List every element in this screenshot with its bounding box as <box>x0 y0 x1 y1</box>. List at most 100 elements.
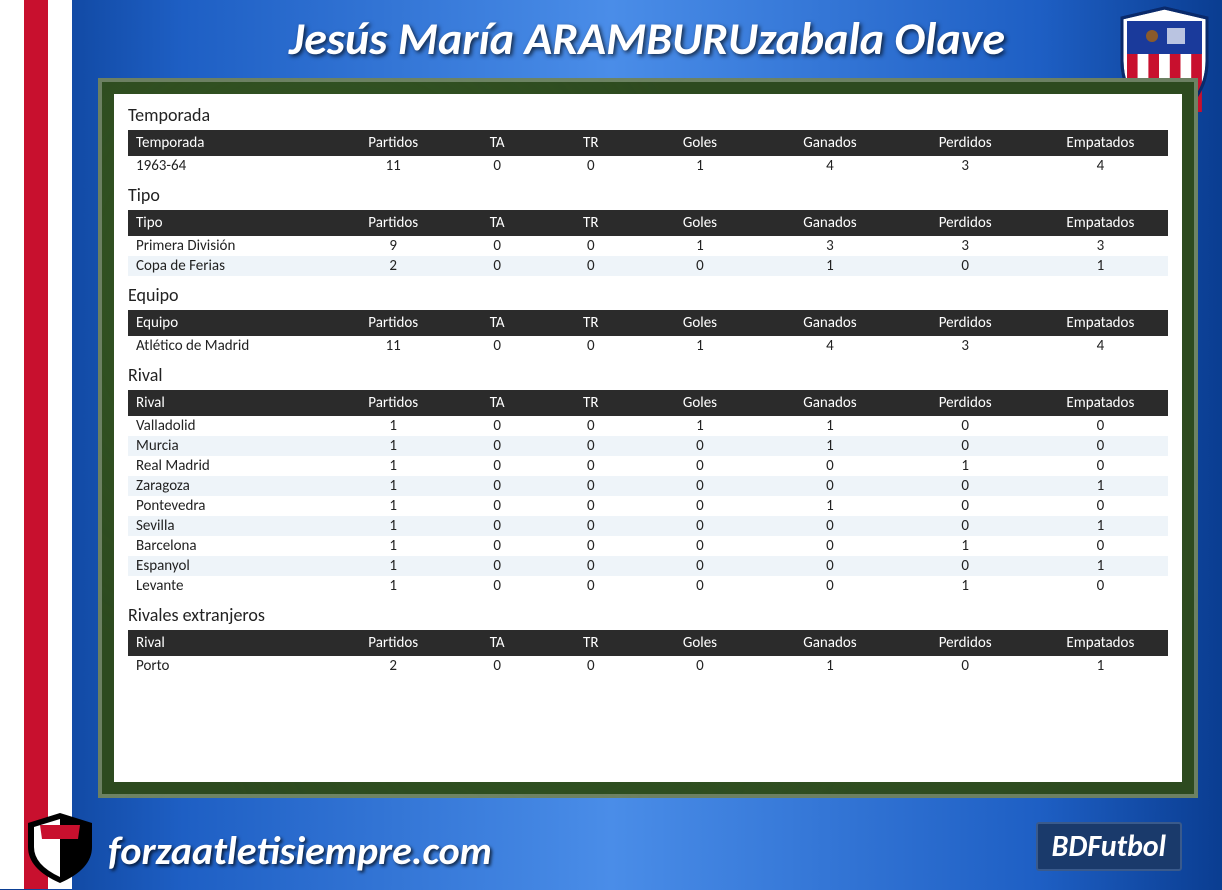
table-cell: 0 <box>544 236 638 256</box>
stats-panel: TemporadaTemporadaPartidosTATRGolesGanad… <box>114 94 1182 782</box>
table-cell: 0 <box>544 496 638 516</box>
table-cell: 1 <box>898 576 1033 596</box>
table-cell: Espanyol <box>128 556 336 576</box>
table-cell: 1 <box>336 416 450 436</box>
table-cell: 0 <box>638 256 763 276</box>
table-header-cell: Goles <box>638 390 763 416</box>
table-cell: 4 <box>762 336 897 356</box>
table-cell: 1 <box>638 236 763 256</box>
table-cell: 0 <box>450 436 544 456</box>
table-cell: Porto <box>128 656 336 676</box>
table-row: Levante1000010 <box>128 576 1168 596</box>
table-header-cell: Empatados <box>1033 130 1168 156</box>
table-header-cell: TR <box>544 630 638 656</box>
table-cell: 3 <box>1033 236 1168 256</box>
table-header-cell: Perdidos <box>898 630 1033 656</box>
table-cell: 0 <box>450 496 544 516</box>
section-title: Tipo <box>128 184 1168 206</box>
table-header-cell: Goles <box>638 310 763 336</box>
table-header-cell: Temporada <box>128 130 336 156</box>
table-cell: 3 <box>898 156 1033 176</box>
table-cell: 0 <box>450 576 544 596</box>
table-cell: 0 <box>1033 536 1168 556</box>
table-cell: 2 <box>336 656 450 676</box>
bdfutbol-badge: BDFutbol <box>1036 822 1182 871</box>
table-header-cell: Partidos <box>336 630 450 656</box>
table-cell: 1 <box>638 336 763 356</box>
table-row: Real Madrid1000010 <box>128 456 1168 476</box>
table-header-cell: TR <box>544 210 638 236</box>
table-cell: 0 <box>638 496 763 516</box>
table-header-cell: TA <box>450 130 544 156</box>
table-cell: 0 <box>762 516 897 536</box>
table-cell: 0 <box>544 256 638 276</box>
table-header-cell: Ganados <box>762 210 897 236</box>
section-title: Equipo <box>128 284 1168 306</box>
table-row: Primera División9001333 <box>128 236 1168 256</box>
table-cell: 0 <box>450 656 544 676</box>
table-cell: 0 <box>450 256 544 276</box>
table-cell: 0 <box>450 156 544 176</box>
table-cell: 0 <box>898 436 1033 456</box>
table-header-cell: Ganados <box>762 390 897 416</box>
table-cell: 1 <box>336 436 450 456</box>
table-cell: 0 <box>1033 576 1168 596</box>
table-header-cell: Tipo <box>128 210 336 236</box>
stats-table: RivalPartidosTATRGolesGanadosPerdidosEmp… <box>128 630 1168 676</box>
table-header-cell: TA <box>450 390 544 416</box>
table-cell: 0 <box>898 496 1033 516</box>
table-cell: 0 <box>544 656 638 676</box>
table-cell: 0 <box>638 476 763 496</box>
table-header-cell: Perdidos <box>898 390 1033 416</box>
table-cell: 1 <box>1033 256 1168 276</box>
table-cell: 11 <box>336 156 450 176</box>
table-cell: 0 <box>898 656 1033 676</box>
table-header-cell: TA <box>450 310 544 336</box>
table-cell: 0 <box>450 336 544 356</box>
table-header-cell: TR <box>544 310 638 336</box>
table-header-cell: Goles <box>638 130 763 156</box>
page-title: Jesús María ARAMBURUzabala Olave <box>72 4 1222 74</box>
table-cell: 0 <box>1033 496 1168 516</box>
table-row: Atlético de Madrid11001434 <box>128 336 1168 356</box>
table-cell: 0 <box>638 536 763 556</box>
table-cell: 4 <box>1033 156 1168 176</box>
table-cell: 1 <box>762 656 897 676</box>
table-header-cell: Partidos <box>336 390 450 416</box>
table-cell: 1 <box>1033 516 1168 536</box>
table-cell: 0 <box>544 336 638 356</box>
table-cell: 11 <box>336 336 450 356</box>
left-stripe-decoration <box>0 0 72 889</box>
table-row: Barcelona1000010 <box>128 536 1168 556</box>
table-cell: 0 <box>544 156 638 176</box>
table-cell: 0 <box>544 516 638 536</box>
table-cell: 0 <box>544 416 638 436</box>
table-cell: Murcia <box>128 436 336 456</box>
table-header-cell: TA <box>450 630 544 656</box>
table-row: Sevilla1000001 <box>128 516 1168 536</box>
table-cell: 0 <box>450 456 544 476</box>
section-title: Temporada <box>128 104 1168 126</box>
stats-table: TemporadaPartidosTATRGolesGanadosPerdido… <box>128 130 1168 176</box>
table-cell: 0 <box>898 256 1033 276</box>
table-cell: 0 <box>638 656 763 676</box>
table-cell: 0 <box>450 516 544 536</box>
table-cell: 1 <box>336 556 450 576</box>
table-cell: 1 <box>1033 656 1168 676</box>
table-cell: 0 <box>450 556 544 576</box>
table-header-cell: Goles <box>638 630 763 656</box>
table-cell: 3 <box>898 236 1033 256</box>
table-cell: 1 <box>898 456 1033 476</box>
table-header-cell: Ganados <box>762 630 897 656</box>
table-cell: 1 <box>336 476 450 496</box>
table-header-cell: Empatados <box>1033 210 1168 236</box>
table-cell: 0 <box>544 456 638 476</box>
table-header-cell: Partidos <box>336 210 450 236</box>
site-logo-icon <box>20 805 100 885</box>
table-cell: 3 <box>898 336 1033 356</box>
section-title: Rivales extranjeros <box>128 604 1168 626</box>
table-header-cell: Equipo <box>128 310 336 336</box>
table-header-cell: Empatados <box>1033 390 1168 416</box>
table-cell: 0 <box>450 536 544 556</box>
table-cell: 1 <box>762 256 897 276</box>
